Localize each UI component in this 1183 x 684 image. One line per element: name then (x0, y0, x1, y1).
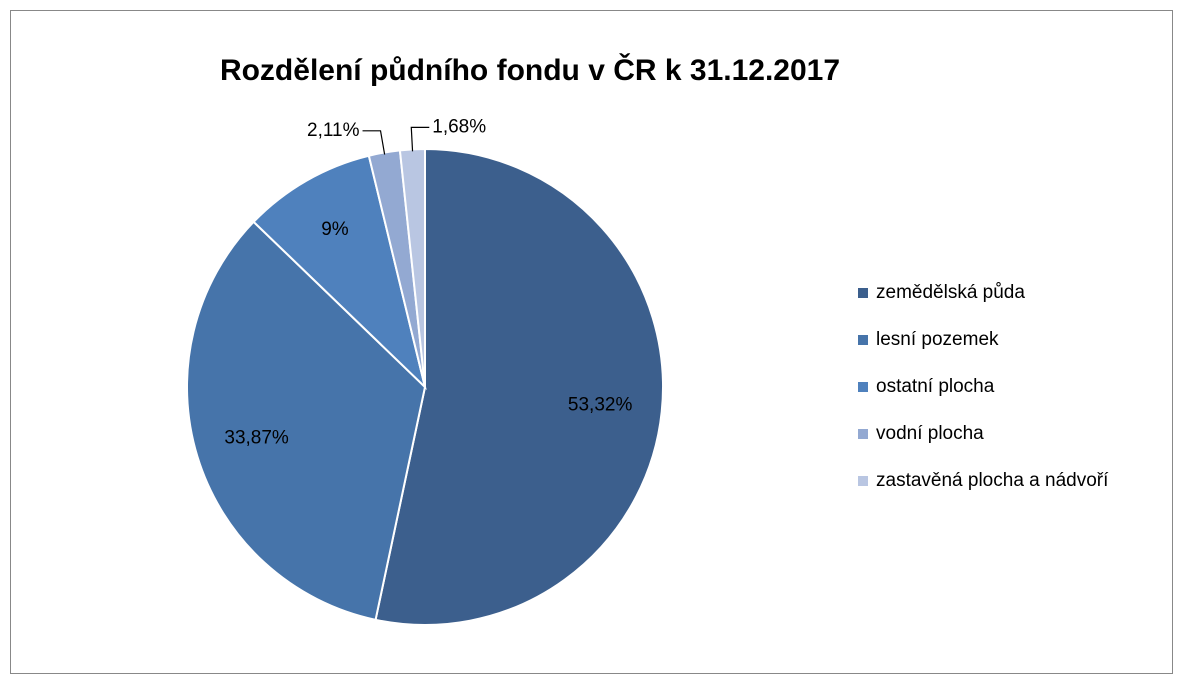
legend-label: zastavěná plocha a nádvoří (876, 470, 1109, 491)
pie-slice (374, 147, 664, 626)
chart-title: Rozdělení půdního fondu v ČR k 31.12.201… (220, 53, 840, 87)
data-label: 2,11% (307, 120, 360, 141)
legend-swatch (858, 382, 868, 392)
leader-line (410, 126, 430, 152)
data-label: 33,87% (224, 428, 289, 449)
legend-swatch (858, 476, 868, 486)
legend-swatch (858, 288, 868, 298)
data-label: 53,32% (568, 394, 633, 415)
data-label: 9% (321, 219, 349, 240)
pie-slice (186, 220, 427, 621)
legend-label: vodní plocha (876, 423, 984, 444)
legend-label: lesní pozemek (876, 329, 999, 350)
legend-swatch (858, 429, 868, 439)
legend-label: zemědělská půda (876, 282, 1025, 303)
legend-label: ostatní plocha (876, 376, 995, 397)
data-label: 1,68% (432, 116, 486, 137)
legend-swatch (858, 335, 868, 345)
leader-line (362, 130, 386, 155)
